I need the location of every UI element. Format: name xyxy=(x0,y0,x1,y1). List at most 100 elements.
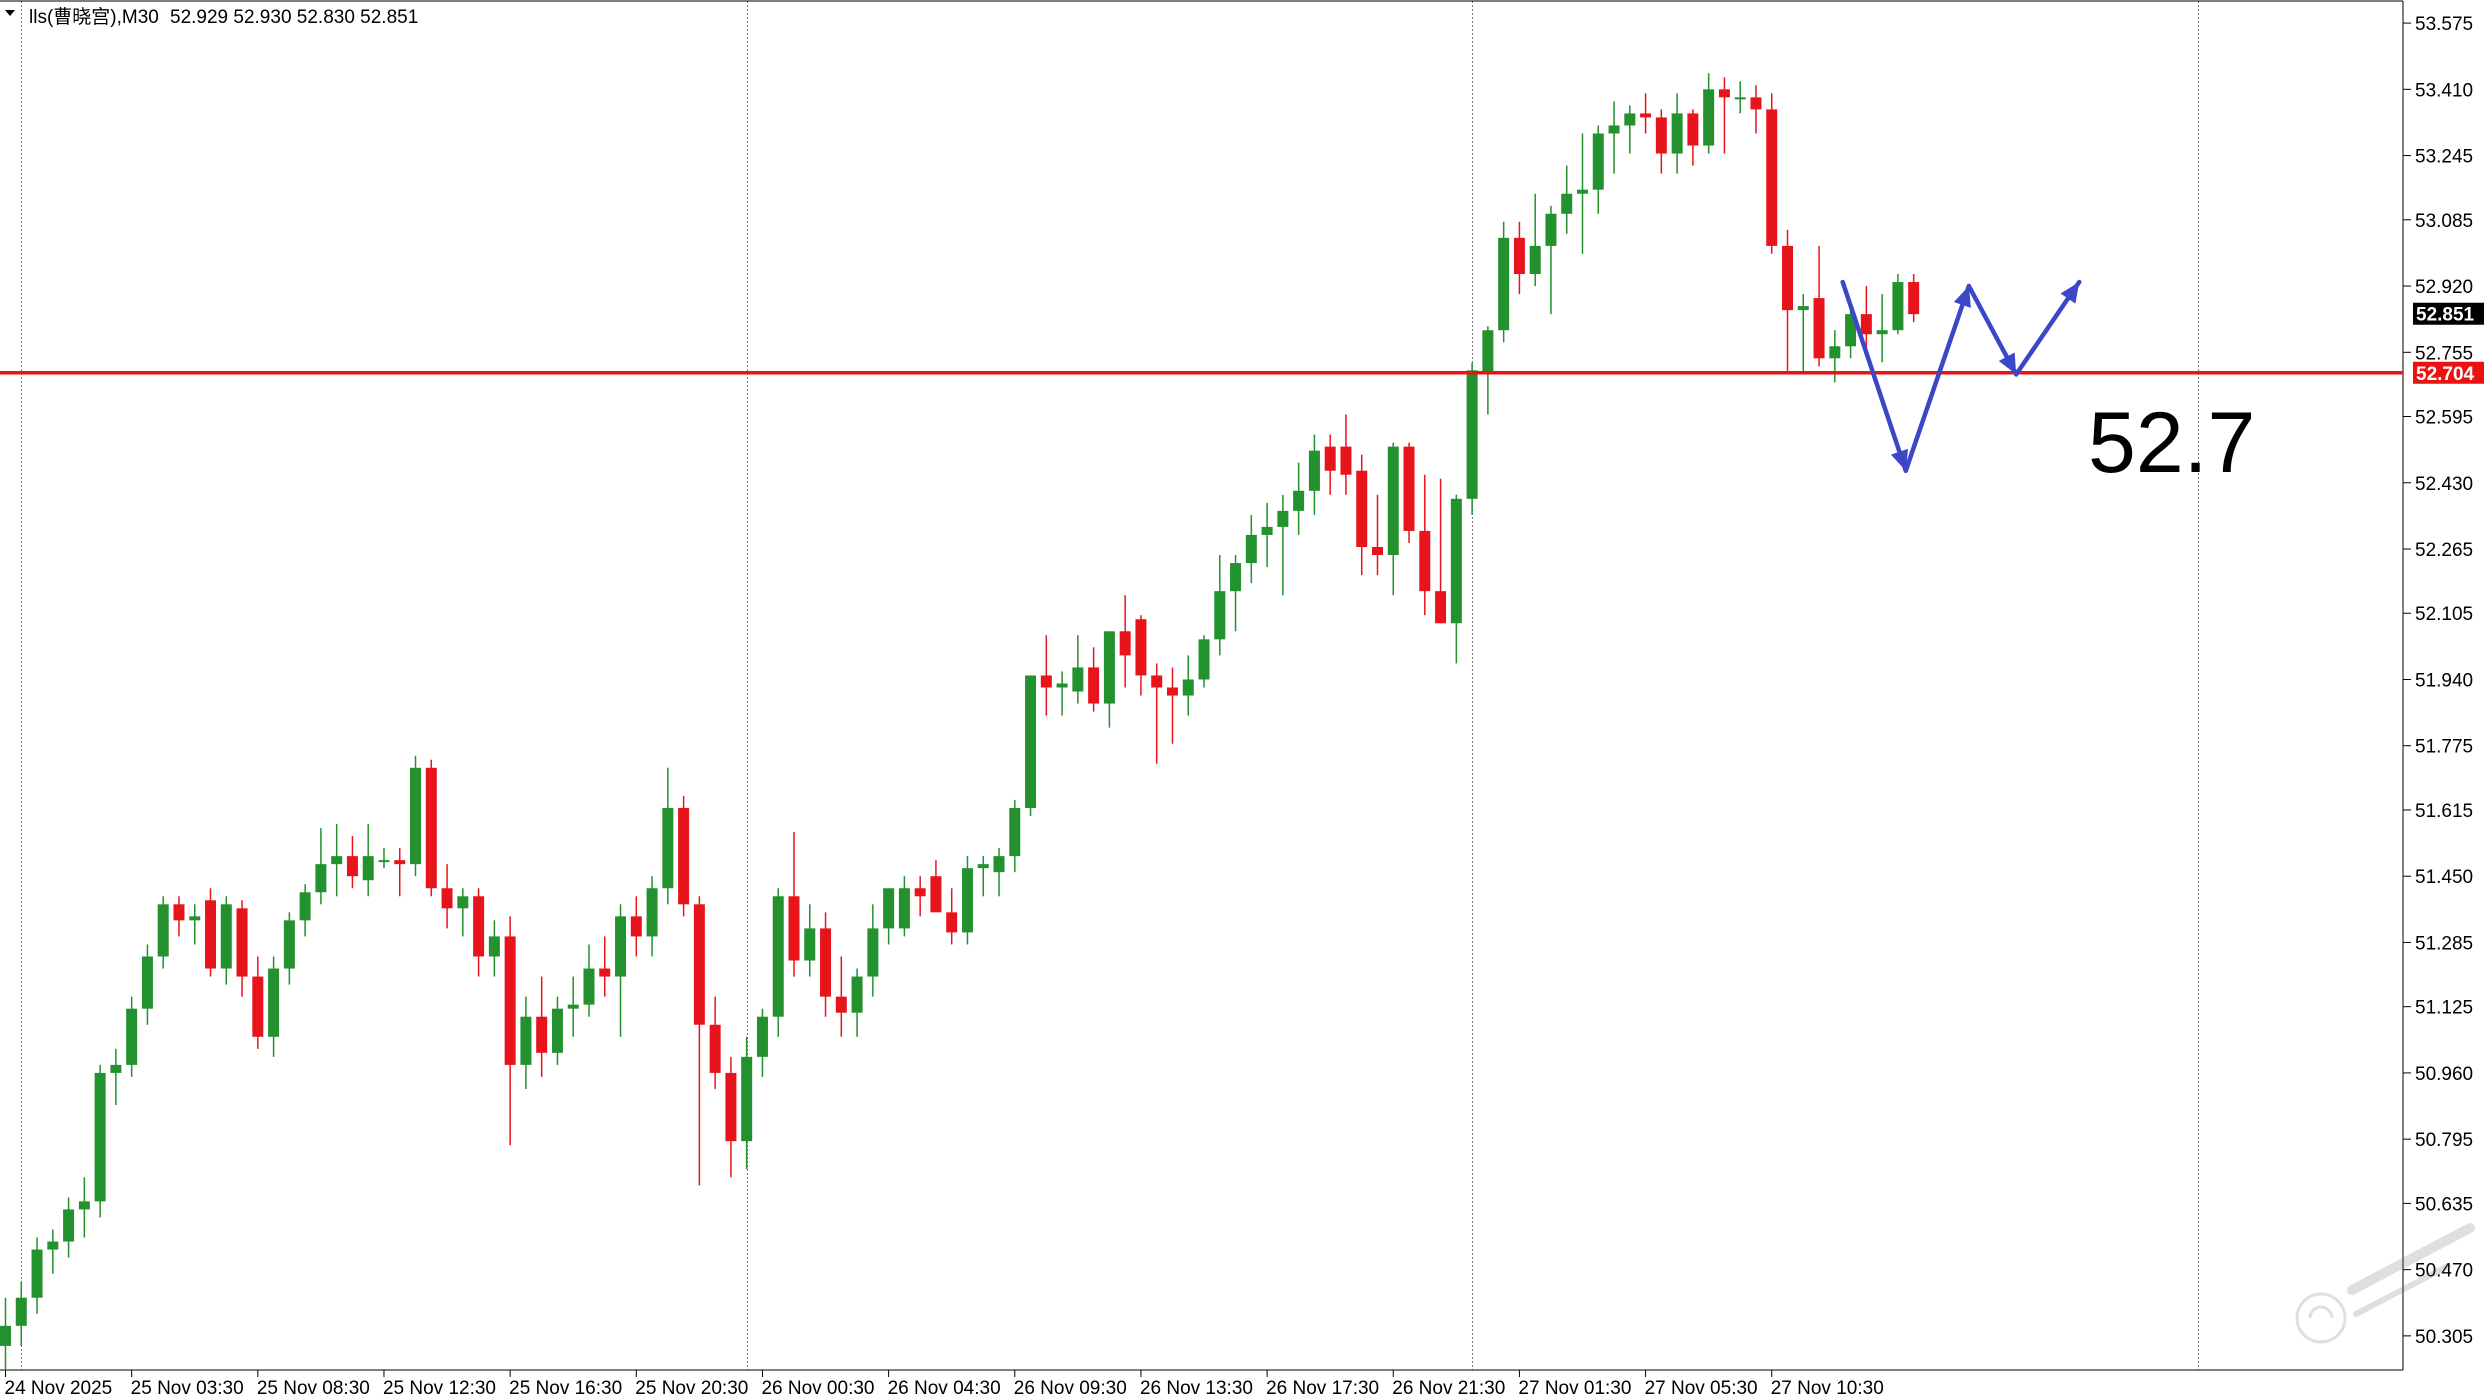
candle xyxy=(1198,635,1210,688)
time-tick-label: 27 Nov 05:30 xyxy=(1645,1378,1758,1399)
candle xyxy=(473,888,485,977)
price-tick-label: 50.635 xyxy=(2415,1194,2473,1215)
candle xyxy=(709,996,721,1089)
current-price-tag-label: 52.851 xyxy=(2416,305,2475,326)
forecast-arrowhead-icon xyxy=(2060,282,2080,304)
candle xyxy=(630,896,642,957)
candle-body xyxy=(1135,619,1147,676)
candle xyxy=(31,1237,43,1314)
candle-body xyxy=(583,968,595,1005)
candle xyxy=(15,1281,27,1346)
candle xyxy=(488,920,500,977)
candle-body xyxy=(851,976,863,1013)
candle-body xyxy=(1293,490,1305,511)
forecast-arrowhead-icon xyxy=(1998,352,2017,375)
candle xyxy=(1261,502,1273,568)
candle-body xyxy=(47,1241,59,1250)
candle xyxy=(1371,494,1383,576)
candle xyxy=(1624,105,1636,154)
candle xyxy=(993,848,1005,897)
candle xyxy=(1182,655,1194,716)
candle xyxy=(820,912,832,1017)
candle xyxy=(189,904,201,945)
candle-body xyxy=(1435,591,1447,624)
candle xyxy=(1876,294,1888,363)
candle xyxy=(898,876,910,937)
candle-body xyxy=(867,928,879,977)
candle-body xyxy=(1577,189,1588,194)
time-tick-label: 25 Nov 12:30 xyxy=(383,1378,496,1399)
candle-body xyxy=(567,1004,579,1009)
candle xyxy=(567,976,579,1037)
candle-body xyxy=(205,900,217,969)
candle xyxy=(1655,109,1667,174)
forecast-arrows xyxy=(1840,279,2082,473)
time-tick-label: 26 Nov 13:30 xyxy=(1140,1378,1253,1399)
candle xyxy=(1640,93,1652,134)
candle-body xyxy=(378,860,390,863)
price-tick-label: 50.795 xyxy=(2415,1130,2473,1151)
candle-body xyxy=(346,856,358,877)
chart-menu-triangle-icon[interactable] xyxy=(5,10,15,16)
candle-body xyxy=(1261,526,1273,535)
chart-header: lls(曹晓宫),M30 52.929 52.930 52.830 52.851 xyxy=(5,6,418,28)
candle xyxy=(1829,330,1841,383)
candle-body xyxy=(94,1072,106,1202)
price-tick-label: 51.285 xyxy=(2415,933,2473,954)
candle xyxy=(252,956,264,1049)
candle xyxy=(0,1297,11,1370)
candle-body xyxy=(1908,282,1920,315)
candle-body xyxy=(1766,109,1778,246)
candle-body xyxy=(1892,282,1904,331)
candle xyxy=(1151,663,1163,764)
candle xyxy=(1813,245,1825,367)
candle xyxy=(741,1036,753,1170)
price-tick-label: 51.125 xyxy=(2415,998,2473,1019)
candle-body xyxy=(1230,563,1242,592)
candle-body xyxy=(898,888,910,929)
time-axis: 24 Nov 2025 25 Nov 03:30 25 Nov 08:30 25 No… xyxy=(5,1370,1884,1399)
candle xyxy=(1892,273,1904,335)
candle xyxy=(110,1048,122,1106)
candle xyxy=(914,876,926,917)
candle-body xyxy=(536,1016,548,1053)
candle xyxy=(283,912,295,985)
candle xyxy=(1734,81,1746,114)
candle-body xyxy=(1324,446,1336,471)
candle xyxy=(1797,294,1809,375)
candle xyxy=(126,996,138,1077)
candle-body xyxy=(788,896,800,961)
candle xyxy=(425,759,437,897)
candle xyxy=(756,1008,768,1077)
level-price-tag-label: 52.704 xyxy=(2416,364,2475,385)
candle xyxy=(1403,442,1415,543)
candle xyxy=(1513,221,1525,295)
candle-body xyxy=(0,1325,11,1346)
candle-body xyxy=(236,908,248,977)
candle-body xyxy=(15,1297,27,1326)
candle xyxy=(362,824,374,897)
candle-body xyxy=(331,856,343,865)
candle xyxy=(1119,595,1131,688)
candle-body xyxy=(551,1008,563,1053)
candle-body xyxy=(1103,631,1115,704)
price-tick-label: 51.775 xyxy=(2415,737,2473,758)
candle-body xyxy=(78,1201,90,1210)
candle-body xyxy=(599,968,611,977)
candle xyxy=(378,848,390,869)
candle-body xyxy=(741,1056,753,1142)
candle xyxy=(1545,205,1557,315)
candle-body xyxy=(268,968,280,1037)
candle-body xyxy=(725,1072,737,1142)
candle xyxy=(220,896,232,985)
candle xyxy=(1608,101,1620,174)
candle-body xyxy=(1640,113,1652,118)
candle-body xyxy=(1182,679,1194,696)
candle-body xyxy=(1403,446,1415,531)
candle xyxy=(977,856,989,897)
candle xyxy=(1766,93,1778,254)
level-price-tag xyxy=(2413,361,2484,384)
candle xyxy=(1214,555,1226,656)
candle-body xyxy=(678,807,690,905)
